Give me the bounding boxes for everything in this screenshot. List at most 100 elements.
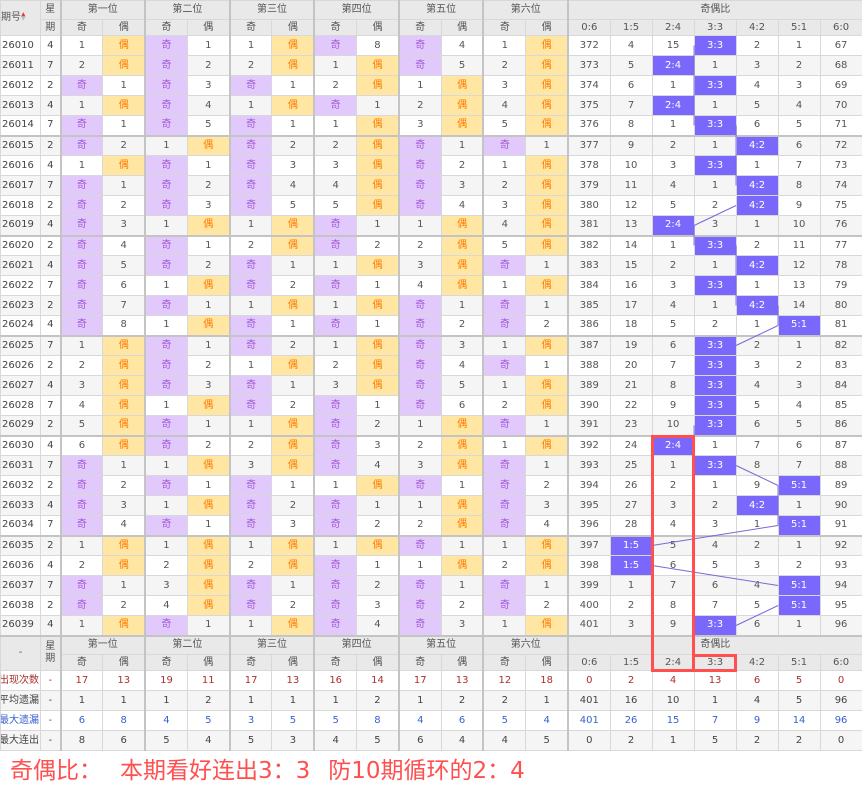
even-mark: 偶 — [271, 95, 315, 116]
even-mark: 偶 — [525, 395, 569, 416]
miss-count: 2 — [356, 415, 400, 436]
ratio-miss-count: 1 — [735, 215, 779, 236]
ratio-miss-count: 7 — [609, 95, 653, 116]
odd-mark: 奇 — [228, 315, 273, 336]
ratio-miss-count: 14 — [777, 295, 821, 316]
miss-count: 6 — [440, 395, 484, 416]
ratio-miss-count: 4 — [693, 534, 737, 556]
issue-number: 26021 — [0, 255, 41, 276]
weekday: 2 — [40, 355, 61, 376]
miss-count: 1 — [186, 615, 231, 636]
sort-icon[interactable]: ▲ ▼ — [21, 11, 26, 22]
ratio-miss-count: 27 — [609, 495, 653, 516]
odd-mark: 奇 — [144, 95, 188, 116]
even-mark: 偶 — [356, 355, 400, 376]
ratio-miss-count: 5 — [651, 195, 695, 216]
odd-mark: 奇 — [144, 255, 188, 276]
stats-value: 11 — [186, 670, 231, 691]
even-mark: 偶 — [186, 455, 231, 476]
ratio-miss-count: 3 — [693, 515, 737, 536]
ratio-hit: 2:4 — [651, 55, 695, 76]
stats-value: 6 — [440, 710, 484, 731]
issue-number: 26033 — [0, 495, 41, 516]
ratio-miss-count: 372 — [567, 35, 611, 56]
miss-count: 1 — [186, 515, 231, 536]
odd-mark: 奇 — [144, 355, 188, 376]
ratio-header-0-6: 0:6 — [567, 19, 611, 36]
ratio-hit: 1:5 — [609, 555, 653, 576]
stats-value: 5 — [313, 710, 358, 731]
miss-count: 3 — [525, 495, 569, 516]
ratio-miss-count: 1 — [651, 455, 695, 476]
odd-mark: 奇 — [59, 195, 104, 216]
ratio-miss-count: 25 — [609, 455, 653, 476]
stats-value: 96 — [819, 690, 862, 711]
miss-count: 4 — [397, 275, 442, 296]
weekday: 7 — [40, 455, 61, 476]
odd-mark: 奇 — [144, 475, 188, 496]
odd-header: 奇 — [397, 654, 442, 671]
miss-count: 3 — [440, 615, 484, 636]
ratio-hit: 4:2 — [735, 295, 779, 316]
even-mark: 偶 — [271, 534, 315, 556]
ratio-miss-count: 399 — [567, 575, 611, 596]
miss-count: 2 — [440, 315, 484, 336]
ratio-miss-count: 10 — [777, 215, 821, 236]
miss-count: 1 — [59, 334, 104, 356]
weekday: 4 — [40, 434, 61, 456]
odd-mark: 奇 — [144, 55, 188, 76]
even-header: 偶 — [102, 19, 146, 36]
ratio-miss-count: 7 — [777, 155, 821, 176]
ratio-miss-count: 2 — [693, 495, 737, 516]
odd-mark: 奇 — [313, 415, 358, 436]
even-mark: 偶 — [356, 334, 400, 356]
odd-mark: 奇 — [59, 255, 104, 276]
miss-count: 1 — [228, 215, 273, 236]
ratio-miss-count: 391 — [567, 415, 611, 436]
ratio-miss-count: 1 — [777, 534, 821, 556]
stats-row: 平均遗漏 -1 1 1 2 1 1 1 2 1 2 2 1 401 16 10 1 4 5 96 — [0, 690, 862, 711]
even-mark: 偶 — [102, 375, 146, 396]
ratio-miss-count: 396 — [567, 515, 611, 536]
ratio-miss-count: 398 — [567, 555, 611, 576]
miss-count: 4 — [102, 515, 146, 536]
stats-value: 12 — [482, 670, 527, 691]
even-mark: 偶 — [102, 415, 146, 436]
odd-header: 奇 — [313, 654, 358, 671]
odd-mark: 奇 — [397, 534, 442, 556]
table-row: 26020 2 奇 4 奇 1 2 偶奇 2 2 偶 5 偶 382 14 1 3:3 2 11 77 — [0, 234, 862, 256]
miss-count: 1 — [228, 295, 273, 316]
ratio-miss-count: 74 — [819, 175, 862, 196]
weekday: 2 — [40, 534, 61, 556]
odd-even-trend-table: 期号▲ ▼ 星第一位 第二位 第三位 第四位 第五位 第六位 奇偶比期奇偶奇偶奇偶奇偶奇偶奇偶 0… — [0, 0, 862, 751]
weekday: 2 — [40, 415, 61, 436]
weekday: 7 — [40, 115, 61, 136]
odd-mark: 奇 — [482, 575, 527, 596]
stats-value: 4 — [144, 710, 188, 731]
ratio-miss-count: 3 — [735, 55, 779, 76]
miss-count: 2 — [356, 575, 400, 596]
even-mark: 偶 — [271, 455, 315, 476]
table-row: 26015 2 奇 2 1 偶奇 2 2 偶奇 1 奇 1 377 9 2 1 4:2 6 72 — [0, 134, 862, 156]
odd-mark: 奇 — [144, 234, 188, 256]
stats-value: 3 — [271, 730, 315, 751]
miss-count: 2 — [228, 434, 273, 456]
even-header: 偶 — [186, 19, 231, 36]
odd-mark: 奇 — [144, 515, 188, 536]
even-mark: 偶 — [440, 234, 484, 256]
ratio-miss-count: 1 — [693, 475, 737, 496]
miss-count: 1 — [482, 35, 527, 56]
issue-header-sort[interactable]: 期号▲ ▼ — [0, 0, 41, 36]
even-mark: 偶 — [102, 395, 146, 416]
ratio-miss-count: 11 — [609, 175, 653, 196]
issue-number: 26019 — [0, 215, 41, 236]
miss-count: 2 — [271, 395, 315, 416]
miss-count: 3 — [440, 334, 484, 356]
stats-value: 26 — [609, 710, 653, 731]
weekday: 7 — [40, 275, 61, 296]
miss-count: 1 — [482, 615, 527, 636]
odd-mark: 奇 — [482, 475, 527, 496]
miss-count: 1 — [440, 475, 484, 496]
miss-count: 1 — [59, 534, 104, 556]
ratio-miss-count: 20 — [609, 355, 653, 376]
